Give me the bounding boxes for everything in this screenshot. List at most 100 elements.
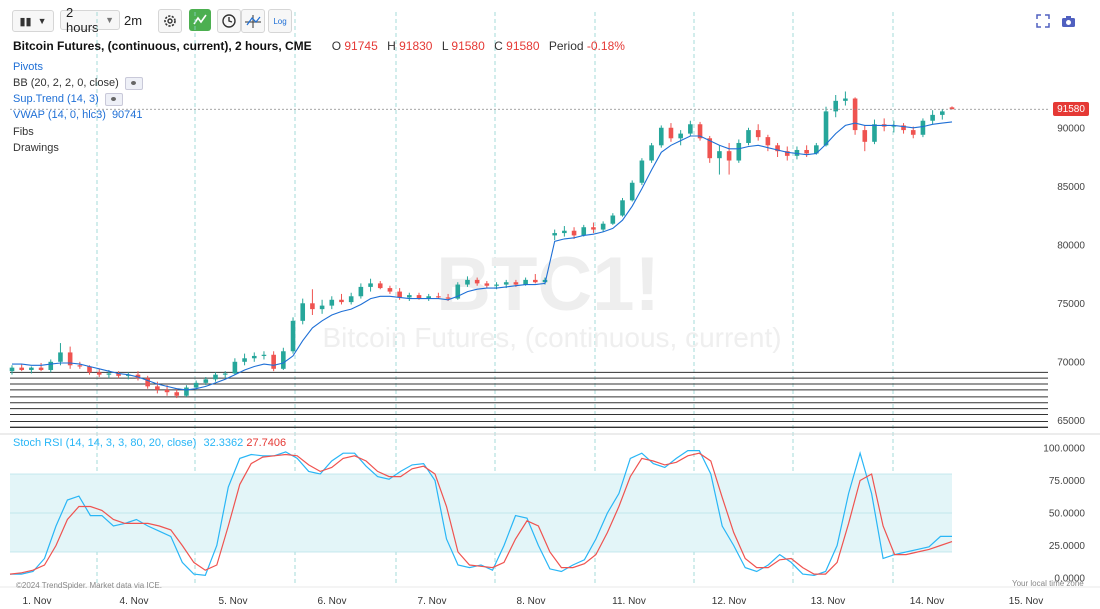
candle[interactable] — [736, 139, 742, 163]
candle[interactable] — [77, 361, 83, 369]
candle[interactable] — [610, 213, 616, 225]
candle[interactable] — [649, 142, 654, 163]
smart-drawing-button[interactable] — [189, 9, 211, 31]
candle[interactable] — [688, 120, 693, 136]
candle[interactable] — [658, 125, 664, 148]
bar-interval-button[interactable]: 2m — [122, 10, 144, 30]
stoch-label[interactable]: Stoch RSI (14, 14, 3, 3, 80, 20, close) — [13, 437, 197, 449]
indicator-bb[interactable]: BB (20, 2, 2, 0, close) — [13, 77, 119, 89]
candle[interactable] — [19, 364, 24, 372]
candle[interactable] — [135, 371, 141, 381]
candle[interactable] — [96, 368, 102, 378]
candle[interactable] — [261, 351, 267, 360]
candle[interactable] — [910, 126, 916, 139]
candle[interactable] — [377, 281, 383, 290]
candle[interactable] — [310, 289, 315, 315]
candle[interactable] — [281, 347, 286, 370]
candle[interactable] — [600, 221, 606, 232]
candle[interactable] — [804, 145, 809, 158]
candle[interactable] — [697, 121, 703, 141]
candle[interactable] — [474, 277, 480, 286]
candle[interactable] — [319, 299, 325, 314]
candle[interactable] — [620, 197, 625, 217]
candle[interactable] — [629, 180, 635, 202]
fullscreen-button[interactable] — [1034, 12, 1052, 30]
candle[interactable] — [639, 158, 645, 186]
timezone-note[interactable]: Your local time zone — [1012, 579, 1084, 588]
candle[interactable] — [823, 106, 829, 147]
candle[interactable] — [881, 118, 887, 132]
candle[interactable] — [784, 146, 790, 161]
screenshot-button[interactable] — [1059, 12, 1077, 30]
candle[interactable] — [387, 285, 393, 294]
settings-button[interactable] — [158, 9, 182, 33]
candle[interactable] — [591, 222, 596, 234]
candle[interactable] — [368, 278, 373, 292]
drawings-item[interactable]: Drawings — [13, 142, 59, 154]
candle[interactable] — [755, 124, 761, 141]
candle[interactable] — [232, 358, 238, 375]
chart-type-button[interactable]: ▮▮ ▼ — [12, 10, 54, 32]
candle[interactable] — [843, 91, 848, 106]
candle[interactable] — [765, 134, 771, 152]
replay-button[interactable] — [217, 9, 241, 33]
candle[interactable] — [29, 366, 34, 374]
candle[interactable] — [426, 293, 432, 301]
fibs-item[interactable]: Fibs — [13, 126, 34, 138]
candle[interactable] — [901, 123, 906, 134]
candle[interactable] — [222, 371, 228, 379]
candle[interactable] — [949, 106, 955, 110]
candle[interactable] — [339, 293, 344, 305]
indicator-pivots[interactable]: Pivots — [13, 61, 43, 73]
candle[interactable] — [9, 365, 15, 375]
candle[interactable] — [67, 346, 73, 369]
candle[interactable] — [242, 353, 247, 366]
candle[interactable] — [668, 123, 674, 142]
candle[interactable] — [116, 371, 121, 379]
candle[interactable] — [581, 224, 587, 237]
candle[interactable] — [38, 362, 44, 372]
candle[interactable] — [58, 343, 63, 366]
candle[interactable] — [348, 292, 354, 305]
candle[interactable] — [562, 226, 567, 237]
candle[interactable] — [436, 292, 441, 299]
candle[interactable] — [891, 120, 897, 133]
eye-icon[interactable] — [124, 76, 143, 90]
candle[interactable] — [930, 110, 935, 125]
candle[interactable] — [862, 125, 868, 152]
candle[interactable] — [678, 130, 683, 146]
candle[interactable] — [271, 351, 276, 372]
candle[interactable] — [213, 372, 218, 382]
candle[interactable] — [48, 359, 54, 373]
candle[interactable] — [794, 146, 800, 160]
candle[interactable] — [552, 229, 557, 241]
candle[interactable] — [174, 388, 180, 399]
candle[interactable] — [145, 375, 150, 389]
candle[interactable] — [251, 352, 257, 362]
candle[interactable] — [290, 317, 296, 354]
candle[interactable] — [532, 274, 538, 284]
candle[interactable] — [407, 292, 412, 301]
candle[interactable] — [300, 298, 306, 325]
candle[interactable] — [940, 109, 945, 120]
candle[interactable] — [184, 385, 189, 397]
candle[interactable] — [920, 118, 926, 138]
timeframe-select[interactable]: 2 hours ▼ — [60, 5, 120, 35]
candle[interactable] — [571, 227, 577, 239]
candle[interactable] — [717, 145, 722, 175]
candle[interactable] — [833, 94, 839, 118]
candle[interactable] — [465, 276, 470, 287]
log-scale-button[interactable]: Log — [268, 9, 292, 33]
indicator-supertrend[interactable]: Sup.Trend (14, 3) — [13, 93, 99, 105]
indicator-vwap[interactable]: VWAP (14, 0, hlc3) — [13, 109, 106, 121]
candle[interactable] — [203, 377, 209, 386]
candle[interactable] — [484, 281, 490, 289]
candle[interactable] — [358, 283, 364, 299]
candle[interactable] — [852, 97, 858, 135]
eye-icon[interactable] — [104, 92, 123, 106]
candle[interactable] — [329, 296, 335, 310]
candle[interactable] — [746, 127, 751, 146]
candle[interactable] — [872, 119, 877, 145]
crosshair-button[interactable] — [241, 9, 265, 33]
